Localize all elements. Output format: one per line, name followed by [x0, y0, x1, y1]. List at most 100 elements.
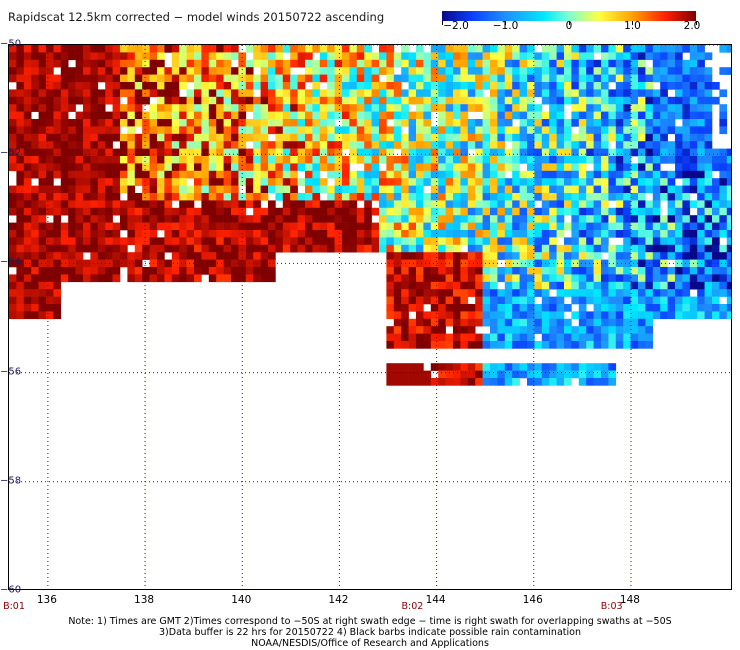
- wind-cell: [127, 67, 136, 75]
- wind-cell: [149, 156, 158, 164]
- wind-cell: [534, 207, 543, 216]
- wind-cell: [689, 163, 698, 172]
- wind-cell: [482, 200, 491, 209]
- wind-cell: [171, 67, 180, 75]
- wind-cell: [179, 252, 187, 260]
- wind-cell: [712, 252, 720, 260]
- wind-cell: [171, 215, 180, 223]
- wind-cell: [556, 326, 565, 334]
- wind-cell: [660, 311, 668, 320]
- wind-cell: [601, 326, 609, 334]
- wind-cell: [401, 311, 409, 320]
- wind-cell: [682, 304, 691, 312]
- wind-cell: [541, 67, 550, 75]
- wind-cell: [386, 252, 395, 260]
- wind-cell: [527, 200, 535, 209]
- wind-cell: [667, 222, 676, 231]
- wind-cell: [371, 163, 380, 172]
- wind-cell: [149, 111, 158, 120]
- wind-cell: [260, 104, 269, 112]
- wind-cell: [305, 126, 313, 135]
- wind-cell: [268, 156, 276, 164]
- wind-cell: [497, 67, 506, 75]
- wind-cell: [179, 148, 187, 157]
- wind-cell: [327, 89, 335, 98]
- wind-cell: [186, 222, 195, 231]
- wind-cell: [475, 74, 483, 83]
- wind-cell: [430, 148, 439, 157]
- wind-cell: [482, 193, 491, 201]
- wind-cell: [682, 133, 691, 142]
- wind-cell: [578, 111, 587, 120]
- wind-cell: [334, 185, 343, 194]
- wind-cell: [512, 104, 520, 112]
- wind-cell: [208, 59, 217, 68]
- wind-cell: [504, 67, 513, 75]
- wind-cell: [549, 237, 557, 246]
- wind-cell: [297, 237, 306, 246]
- wind-cell: [179, 111, 187, 120]
- wind-cell: [601, 111, 609, 120]
- wind-cell: [453, 326, 461, 334]
- wind-cell: [512, 96, 520, 105]
- wind-cell: [179, 45, 187, 53]
- wind-cell: [408, 259, 417, 268]
- wind-cell: [490, 318, 498, 327]
- wind-cell: [112, 104, 121, 112]
- wind-cell: [652, 252, 661, 260]
- wind-cell: [430, 59, 439, 68]
- wind-cell: [371, 96, 380, 105]
- wind-cell: [638, 311, 646, 320]
- wind-cell: [578, 59, 587, 68]
- wind-cell: [31, 296, 39, 305]
- wind-cell: [186, 89, 195, 98]
- wind-cell: [238, 52, 247, 61]
- wind-cell: [364, 45, 372, 53]
- wind-cell: [68, 89, 76, 98]
- wind-cell: [238, 96, 247, 105]
- wind-cell: [549, 89, 557, 98]
- wind-cell: [83, 259, 91, 268]
- wind-cell: [223, 193, 232, 201]
- wind-cell: [60, 267, 69, 275]
- wind-cell: [534, 318, 543, 327]
- wind-cell: [260, 237, 269, 246]
- wind-cell: [356, 141, 365, 149]
- wind-cell: [527, 126, 535, 135]
- wind-cell: [564, 156, 572, 164]
- wind-cell: [268, 74, 276, 83]
- wind-cell: [46, 67, 54, 75]
- wind-cell: [586, 326, 594, 334]
- latitude-label: −60: [0, 584, 22, 596]
- wind-cell: [186, 96, 195, 105]
- wind-cell: [527, 89, 535, 98]
- wind-cell: [379, 104, 387, 112]
- wind-cell: [393, 141, 402, 149]
- wind-cell: [423, 67, 432, 75]
- wind-cell: [327, 141, 335, 149]
- wind-cell: [275, 111, 284, 120]
- wind-cell: [275, 237, 284, 246]
- wind-cell: [608, 289, 617, 297]
- wind-cell: [601, 244, 609, 253]
- wind-cell: [38, 156, 47, 164]
- wind-cell: [231, 215, 239, 223]
- wind-cell: [556, 304, 565, 312]
- wind-cell: [38, 74, 47, 83]
- wind-cell: [186, 237, 195, 246]
- wind-cell: [16, 45, 25, 53]
- wind-cell: [149, 59, 158, 68]
- wind-cell: [68, 170, 76, 179]
- wind-cell: [430, 67, 439, 75]
- wind-cell: [578, 82, 587, 90]
- wind-cell: [652, 126, 661, 135]
- wind-cell: [208, 230, 217, 238]
- wind-cell: [660, 141, 668, 149]
- wind-cell: [675, 237, 683, 246]
- wind-cell: [23, 311, 32, 320]
- wind-cell: [453, 244, 461, 253]
- wind-cell: [564, 200, 572, 209]
- wind-cell: [423, 148, 432, 157]
- wind-cell: [275, 170, 284, 179]
- wind-cell: [238, 119, 247, 127]
